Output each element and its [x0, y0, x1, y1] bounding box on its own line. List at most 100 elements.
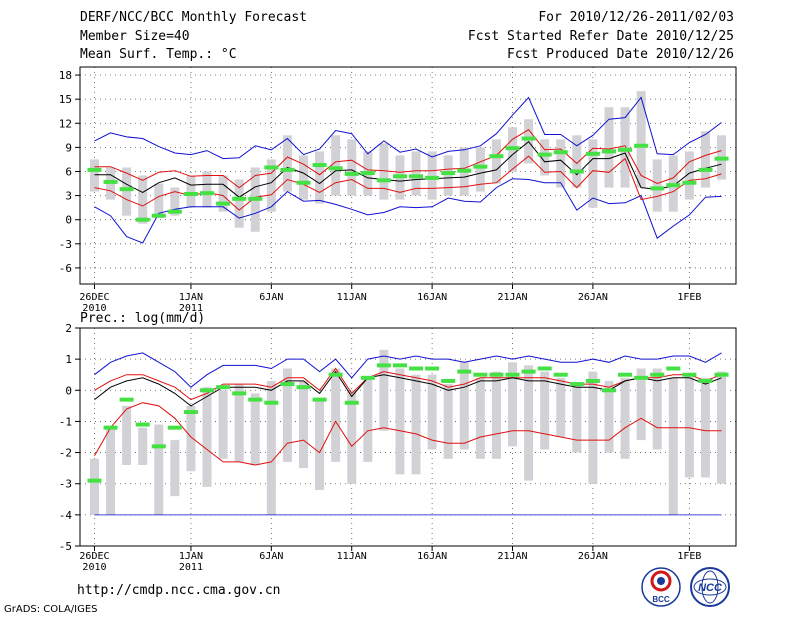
- ensemble-box: [443, 384, 453, 459]
- y-tick-label: 15: [59, 93, 72, 106]
- ensemble-box: [154, 183, 164, 219]
- median-marker: [135, 422, 150, 427]
- median-marker: [489, 154, 504, 159]
- median-marker: [135, 217, 150, 222]
- bcc-logo: BCC: [641, 567, 681, 607]
- median-marker: [167, 209, 182, 214]
- ensemble-box: [89, 458, 99, 515]
- x-tick-label: 21JAN: [497, 292, 527, 303]
- median-marker: [119, 397, 134, 402]
- median-marker: [666, 183, 681, 188]
- ensemble-box: [700, 131, 710, 188]
- median-marker: [682, 372, 697, 377]
- y-tick-label: -2: [59, 447, 72, 460]
- sd-upper-line: [94, 367, 722, 401]
- variable-label: Mean Surf. Temp.: °C: [80, 47, 237, 62]
- median-marker: [103, 179, 118, 184]
- median-marker: [296, 180, 311, 185]
- x-tick-label: 11JAN: [337, 551, 367, 562]
- median-marker: [473, 372, 488, 377]
- plot-frame: [79, 327, 737, 547]
- ensemble-box: [234, 179, 244, 228]
- ensemble-box: [234, 384, 244, 462]
- x-tick-label: 1FEB: [677, 551, 701, 562]
- ensemble-box: [524, 365, 534, 481]
- median-marker: [714, 156, 729, 161]
- median-marker: [409, 366, 424, 371]
- ensemble-box: [138, 175, 148, 224]
- median-marker: [216, 201, 231, 206]
- ensemble-box: [331, 368, 341, 462]
- median-marker: [151, 213, 166, 218]
- median-marker: [409, 174, 424, 179]
- max-line: [94, 352, 722, 388]
- ensemble-box: [202, 387, 212, 487]
- ensemble-box: [315, 399, 325, 490]
- median-marker: [280, 382, 295, 387]
- ensemble-box: [684, 374, 694, 478]
- median-marker: [232, 196, 247, 201]
- median-marker: [264, 165, 279, 170]
- ensemble-box: [89, 159, 99, 192]
- median-marker: [248, 397, 263, 402]
- y-tick-label: -4: [59, 509, 73, 522]
- x-tick-label: 26DEC: [79, 551, 109, 562]
- ensemble-box: [475, 377, 485, 459]
- median-marker: [328, 166, 343, 171]
- median-marker: [634, 143, 649, 148]
- forecast-period: For 2010/12/26-2011/02/03: [538, 10, 734, 25]
- source-url[interactable]: http://cmdp.ncc.cma.gov.cn: [77, 583, 281, 598]
- median-marker: [457, 369, 472, 374]
- median-marker: [344, 171, 359, 176]
- median-marker: [537, 366, 552, 371]
- ensemble-box: [604, 380, 614, 453]
- median-marker: [618, 372, 633, 377]
- ensemble-box: [540, 139, 550, 176]
- ensemble-box: [508, 362, 518, 447]
- median-marker: [634, 375, 649, 380]
- chart-title: DERF/NCC/BCC Monthly Forecast: [80, 10, 307, 25]
- y-tick-label: 1: [65, 353, 72, 366]
- y-tick-label: 18: [59, 69, 72, 82]
- ensemble-box: [540, 371, 550, 450]
- x-tick-label: 26JAN: [578, 551, 608, 562]
- median-marker: [216, 385, 231, 390]
- ensemble-box: [717, 371, 727, 484]
- ensemble-box: [427, 151, 437, 200]
- ensemble-box: [652, 159, 662, 212]
- y-tick-label: 3: [65, 190, 72, 203]
- median-marker: [87, 167, 102, 172]
- median-marker: [441, 378, 456, 383]
- x-tick-sublabel: 2010: [82, 303, 106, 314]
- median-marker: [103, 425, 118, 430]
- y-tick-label: -3: [59, 238, 72, 251]
- median-marker: [698, 378, 713, 383]
- median-marker: [151, 444, 166, 449]
- y-tick-label: 2: [65, 322, 72, 335]
- x-tick-sublabel: 2011: [179, 562, 203, 573]
- panel-title: Prec.: log(mm/d): [80, 311, 205, 326]
- median-marker: [521, 369, 536, 374]
- ensemble-box: [604, 107, 614, 188]
- median-marker: [280, 167, 295, 172]
- ensemble-box: [170, 440, 180, 497]
- ensemble-box: [459, 362, 469, 450]
- median-marker: [521, 136, 536, 141]
- bcc-logo-text: BCC: [652, 595, 670, 604]
- median-marker: [200, 388, 215, 393]
- median-marker: [360, 375, 375, 380]
- ncc-logo-text: NCC: [698, 582, 723, 594]
- median-marker: [489, 372, 504, 377]
- ensemble-box: [475, 147, 485, 192]
- mean-line: [94, 370, 722, 407]
- median-marker: [119, 187, 134, 192]
- grads-credit: GrADS: COLA/IGES: [4, 604, 98, 615]
- median-marker: [601, 388, 616, 393]
- ensemble-box: [636, 368, 646, 441]
- median-marker: [87, 478, 102, 483]
- start-date: Fcst Started Refer Date 2010/12/25: [467, 29, 734, 44]
- ensemble-box: [282, 135, 292, 192]
- median-marker: [505, 146, 520, 151]
- ensemble-box: [379, 143, 389, 200]
